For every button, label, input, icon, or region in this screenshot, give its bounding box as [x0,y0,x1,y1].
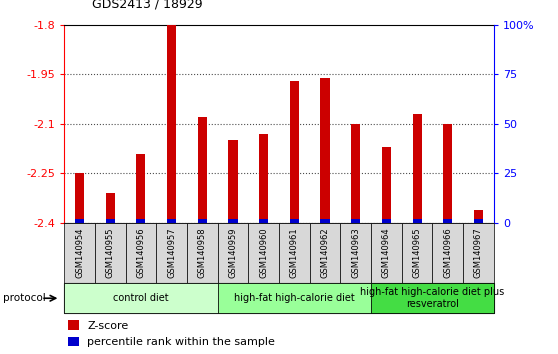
Bar [228,141,238,223]
Bar [412,219,422,223]
Bar [167,219,176,223]
FancyBboxPatch shape [371,223,402,283]
Text: GSM140960: GSM140960 [259,228,268,279]
Text: GSM140957: GSM140957 [167,228,176,279]
Bar [136,219,146,223]
Bar [105,219,115,223]
FancyBboxPatch shape [248,223,279,283]
FancyBboxPatch shape [432,223,463,283]
Bar [69,320,79,330]
FancyBboxPatch shape [340,223,371,283]
FancyBboxPatch shape [95,223,126,283]
Text: control diet: control diet [113,293,169,303]
FancyBboxPatch shape [126,223,156,283]
Bar [75,173,84,223]
Text: GSM140964: GSM140964 [382,228,391,279]
Bar [320,219,330,223]
Bar [351,124,360,223]
FancyBboxPatch shape [310,223,340,283]
FancyBboxPatch shape [187,223,218,283]
FancyBboxPatch shape [218,223,248,283]
Bar [320,78,330,223]
Text: high-fat high-calorie diet: high-fat high-calorie diet [234,293,355,303]
Bar [351,219,360,223]
Bar [198,117,207,223]
Bar [136,154,146,223]
Bar [167,25,176,223]
Text: percentile rank within the sample: percentile rank within the sample [88,337,275,347]
Text: high-fat high-calorie diet plus
resveratrol: high-fat high-calorie diet plus resverat… [360,287,504,309]
Bar [105,193,115,223]
Text: GSM140956: GSM140956 [136,228,146,279]
Text: protocol: protocol [3,293,46,303]
Text: GSM140962: GSM140962 [320,228,330,279]
FancyBboxPatch shape [402,223,432,283]
Text: GSM140959: GSM140959 [228,228,238,278]
Text: GSM140963: GSM140963 [351,228,360,279]
Bar [259,134,268,223]
Text: GSM140958: GSM140958 [198,228,207,279]
Bar [474,210,483,223]
Bar [443,124,453,223]
FancyBboxPatch shape [371,283,494,313]
Bar [382,147,391,223]
Text: GSM140965: GSM140965 [412,228,422,279]
Bar [412,114,422,223]
Text: GSM140961: GSM140961 [290,228,299,279]
Text: Z-score: Z-score [88,321,129,331]
Bar [75,219,84,223]
Bar [198,219,207,223]
Bar [259,219,268,223]
Text: GSM140967: GSM140967 [474,228,483,279]
Text: GSM140955: GSM140955 [105,228,115,278]
FancyBboxPatch shape [156,223,187,283]
Bar [382,219,391,223]
Text: GSM140966: GSM140966 [443,228,453,279]
Bar [443,219,453,223]
FancyBboxPatch shape [463,223,494,283]
FancyBboxPatch shape [64,283,218,313]
FancyBboxPatch shape [64,223,95,283]
Bar [290,219,299,223]
Text: GDS2413 / 18929: GDS2413 / 18929 [92,0,203,11]
Bar [69,337,79,347]
Bar [290,81,299,223]
Text: GSM140954: GSM140954 [75,228,84,278]
Bar [228,219,238,223]
Bar [474,219,483,223]
FancyBboxPatch shape [218,283,371,313]
FancyBboxPatch shape [279,223,310,283]
